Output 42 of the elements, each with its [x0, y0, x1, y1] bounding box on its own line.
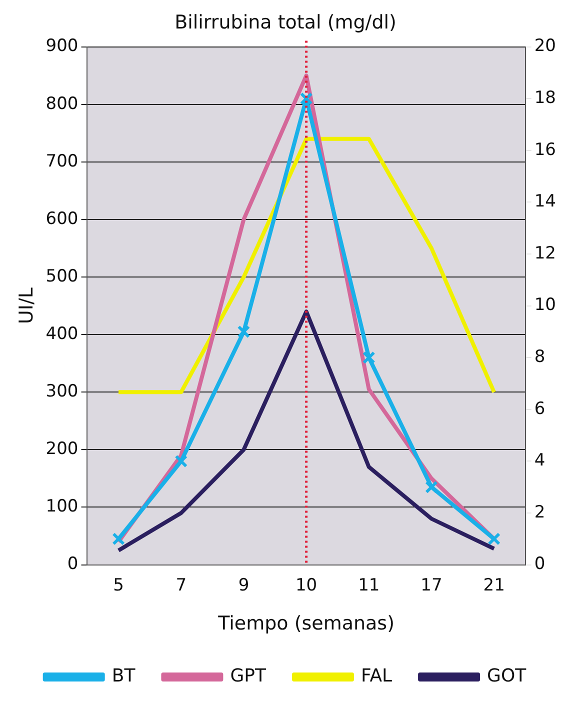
x-tick-label: 9 — [238, 575, 250, 596]
y2-tick-label: 4 — [534, 450, 546, 471]
y-tick-label: 900 — [46, 36, 78, 56]
y2-tick-label: 10 — [534, 295, 556, 316]
legend-label: GPT — [230, 666, 267, 687]
y2-tick-label: 6 — [534, 398, 546, 419]
point — [488, 532, 501, 546]
x-tick-label: 10 — [295, 575, 318, 596]
y2-tick-label: 18 — [534, 88, 556, 108]
legend-label: GOT — [487, 666, 528, 687]
x-tick-label: 21 — [483, 575, 505, 596]
y-tick-label: 0 — [67, 554, 78, 574]
y2-tick-label: 0 — [534, 554, 546, 574]
y2-tick-label: 16 — [534, 140, 556, 160]
point — [112, 532, 125, 546]
y2-tick-label: 12 — [534, 243, 556, 264]
point — [300, 92, 313, 106]
y-tick-label: 100 — [46, 496, 78, 517]
y2-tick-label: 8 — [534, 347, 546, 368]
point — [174, 454, 188, 468]
y-tick-label: 400 — [46, 324, 78, 344]
y2-tick-label: 14 — [534, 192, 556, 212]
y2-tick-label: 20 — [534, 36, 556, 56]
chart-title: Bilirrubina total (mg/dl) — [174, 11, 396, 34]
x-tick-label: 5 — [113, 575, 124, 596]
point — [425, 480, 438, 494]
y-tick-label: 300 — [46, 382, 78, 402]
y-axis-title: UI/L — [15, 287, 38, 324]
x-tick-label: 17 — [420, 575, 442, 596]
y2-tick-label: 2 — [534, 502, 546, 522]
legend-label: FAL — [360, 666, 392, 687]
legend-label: BT — [112, 666, 136, 687]
x-tick-label: 11 — [358, 575, 380, 596]
point — [237, 325, 250, 338]
point — [362, 351, 376, 364]
y-tick-label: 600 — [46, 208, 78, 229]
y-tick-label: 500 — [46, 266, 78, 286]
y-tick-label: 200 — [46, 439, 78, 460]
x-tick-label: 7 — [176, 575, 187, 596]
y-tick-label: 800 — [46, 94, 78, 114]
y-tick-label: 700 — [46, 151, 78, 172]
x-axis-title: Tiempo (semanas) — [217, 612, 394, 635]
